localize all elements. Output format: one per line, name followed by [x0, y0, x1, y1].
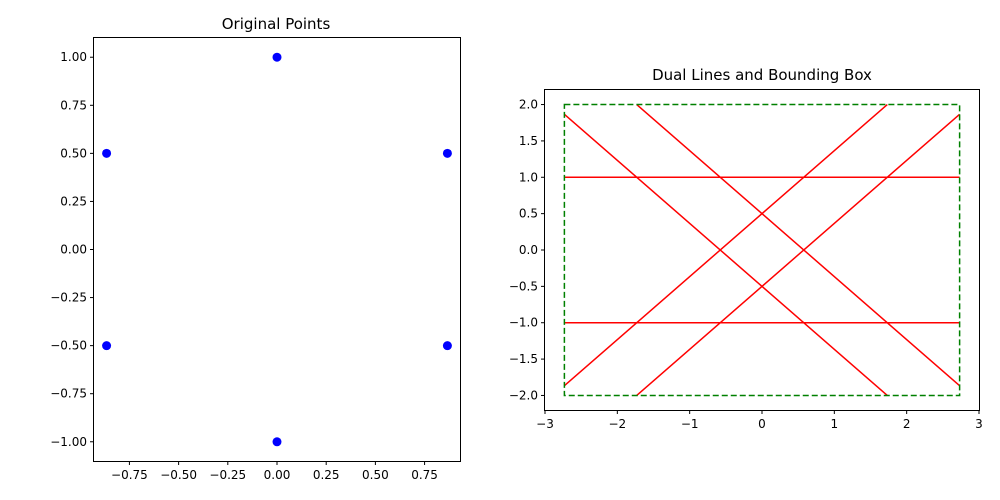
original-points-axes-frame [93, 37, 461, 462]
original-point-marker [442, 341, 452, 351]
original-points-x-ticks: −0.75 −0.50 −0.25 0.00 0.25 0.50 0.75 [111, 461, 438, 482]
original-points-y-tick-label: 0.25 [60, 194, 87, 208]
dual-lines-x-tick-label: 1 [831, 417, 839, 431]
bounding-box-group [563, 103, 961, 397]
original-points-y-tick-label: −0.75 [50, 387, 87, 401]
original-points-y-tick-label: 0.50 [60, 146, 87, 160]
original-points-x-tick-label: 0.50 [362, 468, 389, 482]
dual-lines-axes-frame [544, 89, 980, 411]
original-points-y-tick-label: −1.00 [50, 435, 87, 449]
bounding-box [563, 103, 961, 397]
original-points-y-tick-label: −0.50 [50, 339, 87, 353]
original-points-x-tick-label: 0.75 [411, 468, 438, 482]
original-point-marker [442, 148, 452, 158]
dual-lines-x-tick-label: 2 [903, 417, 911, 431]
dual-line [636, 103, 961, 387]
dual-lines-y-tick-label: 2.0 [519, 98, 538, 112]
original-points-y-tick-label: 0.75 [60, 98, 87, 112]
original-point-marker [102, 341, 112, 351]
dual-lines-y-tick-label: 1.0 [519, 170, 538, 184]
dual-lines-series [563, 103, 961, 397]
dual-line [563, 103, 888, 387]
dual-lines-x-tick-label: −1 [681, 417, 699, 431]
dual-lines-y-tick-label: −1.5 [509, 352, 538, 366]
dual-line [563, 113, 888, 397]
original-points-panel: Original Points −0.75 −0.50 −0.25 0.00 0.25 0… [50, 15, 461, 482]
original-points-y-ticks: 1.00 0.75 0.50 0.25 0.00 −0.25 −0.50 −0.75 −1.00 [50, 50, 94, 449]
original-points-title: Original Points [222, 15, 331, 33]
original-point-marker [272, 52, 282, 62]
dual-lines-x-tick-label: 0 [758, 417, 766, 431]
original-point-marker [102, 148, 112, 158]
dual-lines-panel: Dual Lines and Bounding Box −3 −2 −1 0 1 2 3 2… [509, 66, 983, 431]
original-points-y-tick-label: −0.25 [50, 291, 87, 305]
dual-lines-x-tick-label: −2 [608, 417, 626, 431]
original-points-x-tick-label: −0.50 [160, 468, 197, 482]
dual-lines-y-tick-label: 0.0 [519, 243, 538, 257]
dual-lines-title: Dual Lines and Bounding Box [652, 66, 872, 84]
dual-lines-x-tick-label: −3 [536, 417, 554, 431]
original-points-y-tick-label: 1.00 [60, 50, 87, 64]
dual-lines-y-tick-label: −1.0 [509, 316, 538, 330]
dual-lines-y-tick-label: 1.5 [519, 134, 538, 148]
original-points-y-tick-label: 0.00 [60, 243, 87, 257]
original-points-x-tick-label: 0.00 [264, 468, 291, 482]
original-points-x-tick-label: −0.25 [209, 468, 246, 482]
original-points-x-tick-label: −0.75 [111, 468, 148, 482]
original-points-x-tick-label: 0.25 [313, 468, 340, 482]
dual-lines-y-tick-label: −0.5 [509, 279, 538, 293]
dual-lines-x-ticks: −3 −2 −1 0 1 2 3 [536, 410, 983, 431]
dual-lines-x-tick-label: 3 [975, 417, 983, 431]
dual-lines-y-tick-label: 0.5 [519, 207, 538, 221]
original-points-markers [102, 52, 452, 447]
dual-lines-y-tick-label: −2.0 [509, 388, 538, 402]
original-point-marker [272, 437, 282, 447]
dual-line [636, 113, 961, 397]
dual-lines-y-ticks: 2.0 1.5 1.0 0.5 0.0 −0.5 −1.0 −1.5 −2.0 [509, 98, 545, 402]
